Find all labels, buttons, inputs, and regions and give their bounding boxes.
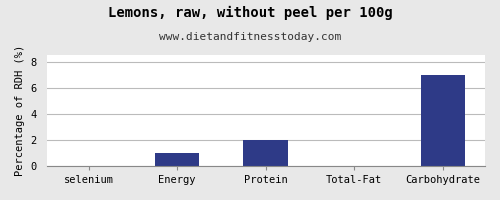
Bar <box>155 153 199 166</box>
Text: www.dietandfitnesstoday.com: www.dietandfitnesstoday.com <box>159 32 341 42</box>
Y-axis label: Percentage of RDH (%): Percentage of RDH (%) <box>15 45 25 176</box>
Bar <box>420 75 465 166</box>
Bar <box>244 140 288 166</box>
Text: Lemons, raw, without peel per 100g: Lemons, raw, without peel per 100g <box>108 6 393 20</box>
